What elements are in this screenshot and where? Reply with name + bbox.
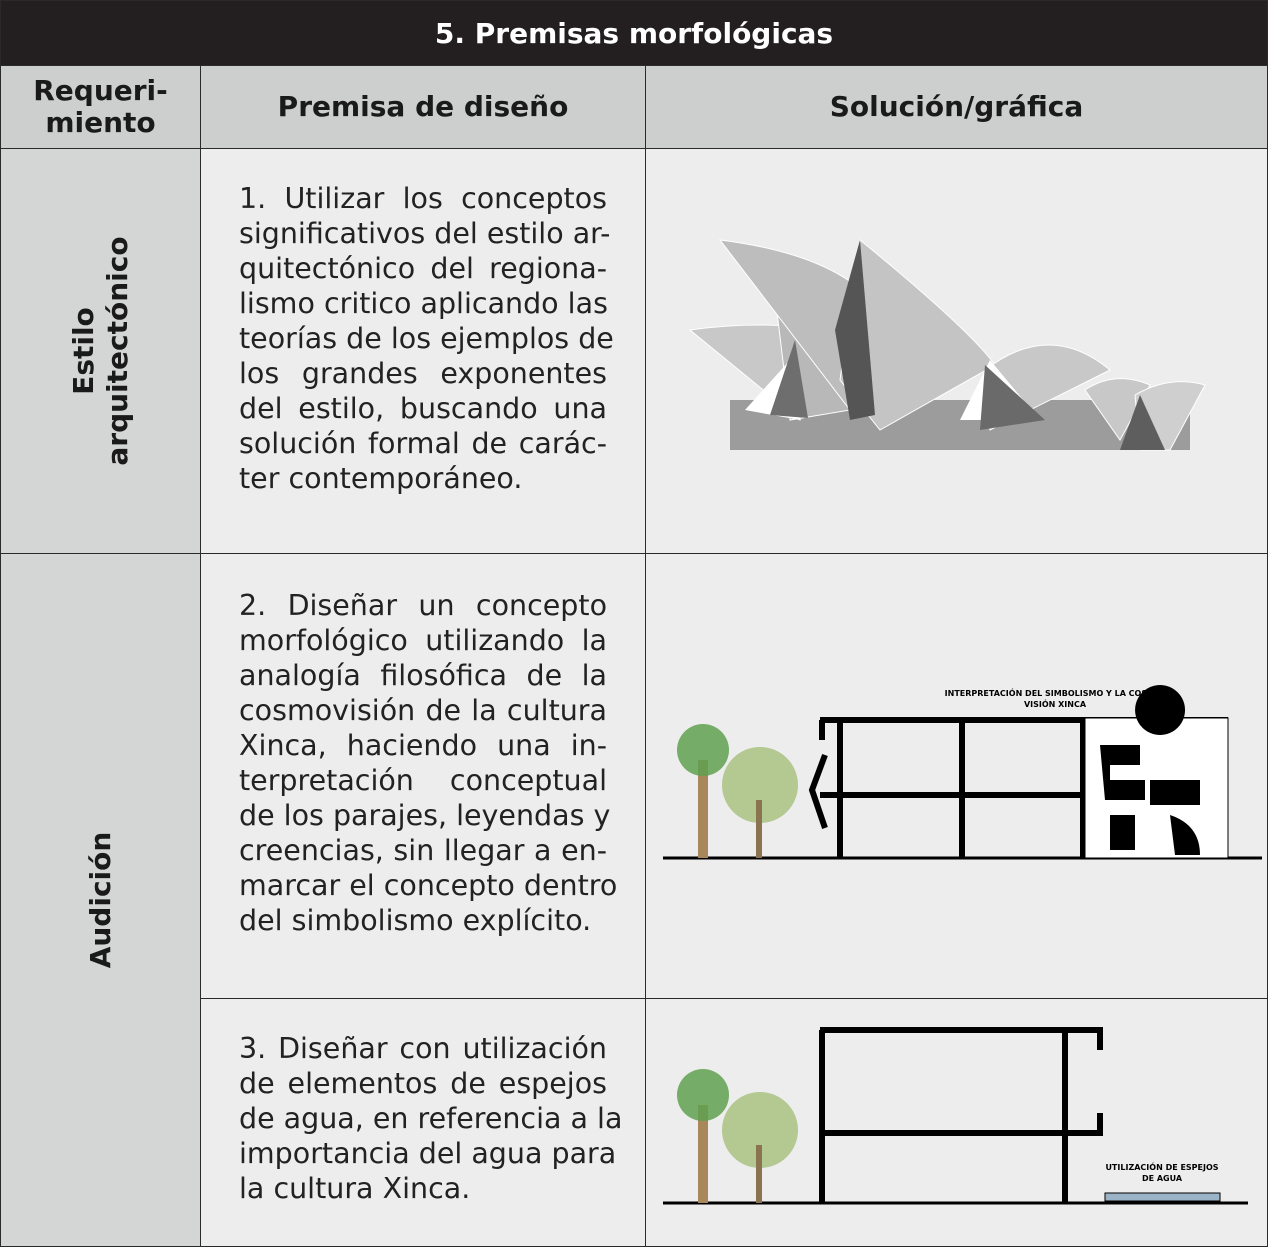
premise-cell: 2. Diseñar un concepto morfológico utiliz… — [200, 553, 646, 999]
premise-line: de agua, en referencia a la — [239, 1102, 623, 1135]
premise-line: los grandes exponentes — [239, 357, 607, 390]
premise-line: teorías de los ejemplos de — [239, 322, 614, 355]
premise-line: morfológico utilizando la — [239, 624, 607, 657]
premise-line: cosmovisión de la cultura — [239, 694, 607, 727]
premise-line: quitectónico del regiona- — [239, 252, 607, 285]
premise-line: ter contemporáneo. — [239, 462, 523, 495]
premise-line: solución formal de carác- — [239, 427, 607, 460]
premise-line: Xinca, haciendo una in- — [239, 729, 607, 762]
premise-line: de elementos de espejos — [239, 1067, 607, 1100]
premise-line: 3. Diseñar con utilización — [239, 1032, 607, 1065]
premise-line: la cultura Xinca. — [239, 1172, 471, 1205]
premise-line: importancia del agua para — [239, 1137, 617, 1170]
opera-house-drawing — [688, 239, 1206, 451]
premise-line: del estilo, buscando una — [239, 392, 607, 425]
drawing-caption: DE AGUA — [1142, 1174, 1183, 1183]
premise-line: significativos del estilo ar- — [239, 217, 611, 250]
premise-line: lismo critico aplicando las — [239, 287, 608, 320]
premise-cell: 1. Utilizar los conceptos significativos … — [200, 148, 646, 554]
requirement-cell: Audición — [0, 553, 201, 1247]
premise-line: marcar el concepto dentro — [239, 869, 618, 902]
premise-line: del simbolismo explícito. — [239, 904, 592, 937]
drawing-caption: VISIÓN XINCA — [1024, 698, 1087, 709]
section-drawing-1: INTERPRETACIÓN DEL SIMBOLISMO Y LA COSMO… — [663, 685, 1262, 860]
header-line: miento — [45, 106, 156, 139]
header-line: Requeri- — [33, 74, 168, 107]
premise-line: de los parajes, leyendas y — [239, 799, 611, 832]
drawing-caption: UTILIZACIÓN DE ESPEJOS — [1105, 1161, 1218, 1172]
premise-cell: 3. Diseñar con utilización de elementos d… — [200, 998, 646, 1247]
drawing-caption: INTERPRETACIÓN DEL SIMBOLISMO Y LA COSMO… — [945, 687, 1166, 698]
premise-line: terpretación conceptual — [239, 764, 607, 797]
premise-line: analogía filosófica de la — [239, 659, 607, 692]
header-cell: Premisa de diseño — [200, 65, 646, 149]
premise-line: 2. Diseñar un concepto — [239, 589, 607, 622]
premise-line: creencias, sin llegar a en- — [239, 834, 607, 867]
premise-line: 1. Utilizar los conceptos — [239, 182, 607, 215]
requirement-cell: Estilo arquitectónico — [0, 148, 201, 554]
section-drawing-2: UTILIZACIÓN DE ESPEJOS DE AGUA — [663, 1027, 1248, 1205]
title: 5. Premisas morfológicas — [0, 0, 1268, 66]
